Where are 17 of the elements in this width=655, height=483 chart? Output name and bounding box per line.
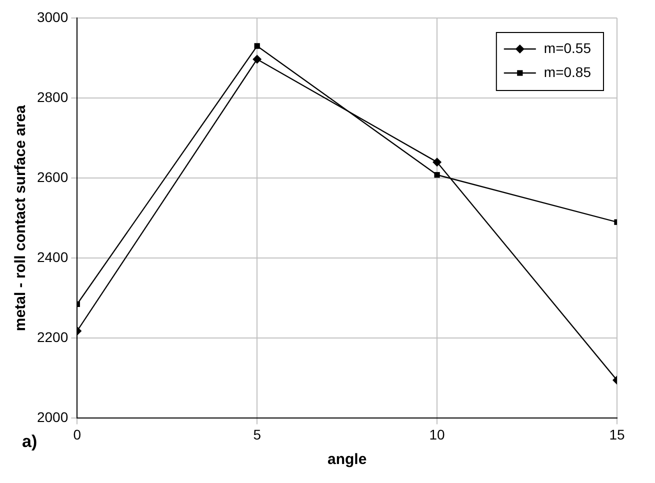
x-axis-title: angle	[327, 451, 367, 468]
y-tick-label: 2400	[36, 248, 68, 265]
x-tick-label: 15	[609, 426, 625, 442]
x-tick-label: 5	[253, 426, 262, 442]
point	[434, 172, 440, 178]
y-axis-title: metal - roll contact surface area	[12, 104, 30, 332]
x-tick-label: 0	[73, 426, 82, 442]
text: a)	[22, 432, 38, 452]
y-tick-label: 3000	[36, 8, 68, 25]
y-tick-label: 2600	[36, 168, 68, 185]
x-tick-label: 10	[429, 426, 446, 442]
point	[254, 43, 260, 49]
legend-label: m=0.85	[544, 64, 592, 80]
legend-label: m=0.55	[544, 40, 592, 56]
y-tick-label: 2000	[36, 409, 68, 426]
y-tick-label: 2200	[36, 329, 68, 346]
y-tick-label: 2800	[36, 88, 68, 105]
